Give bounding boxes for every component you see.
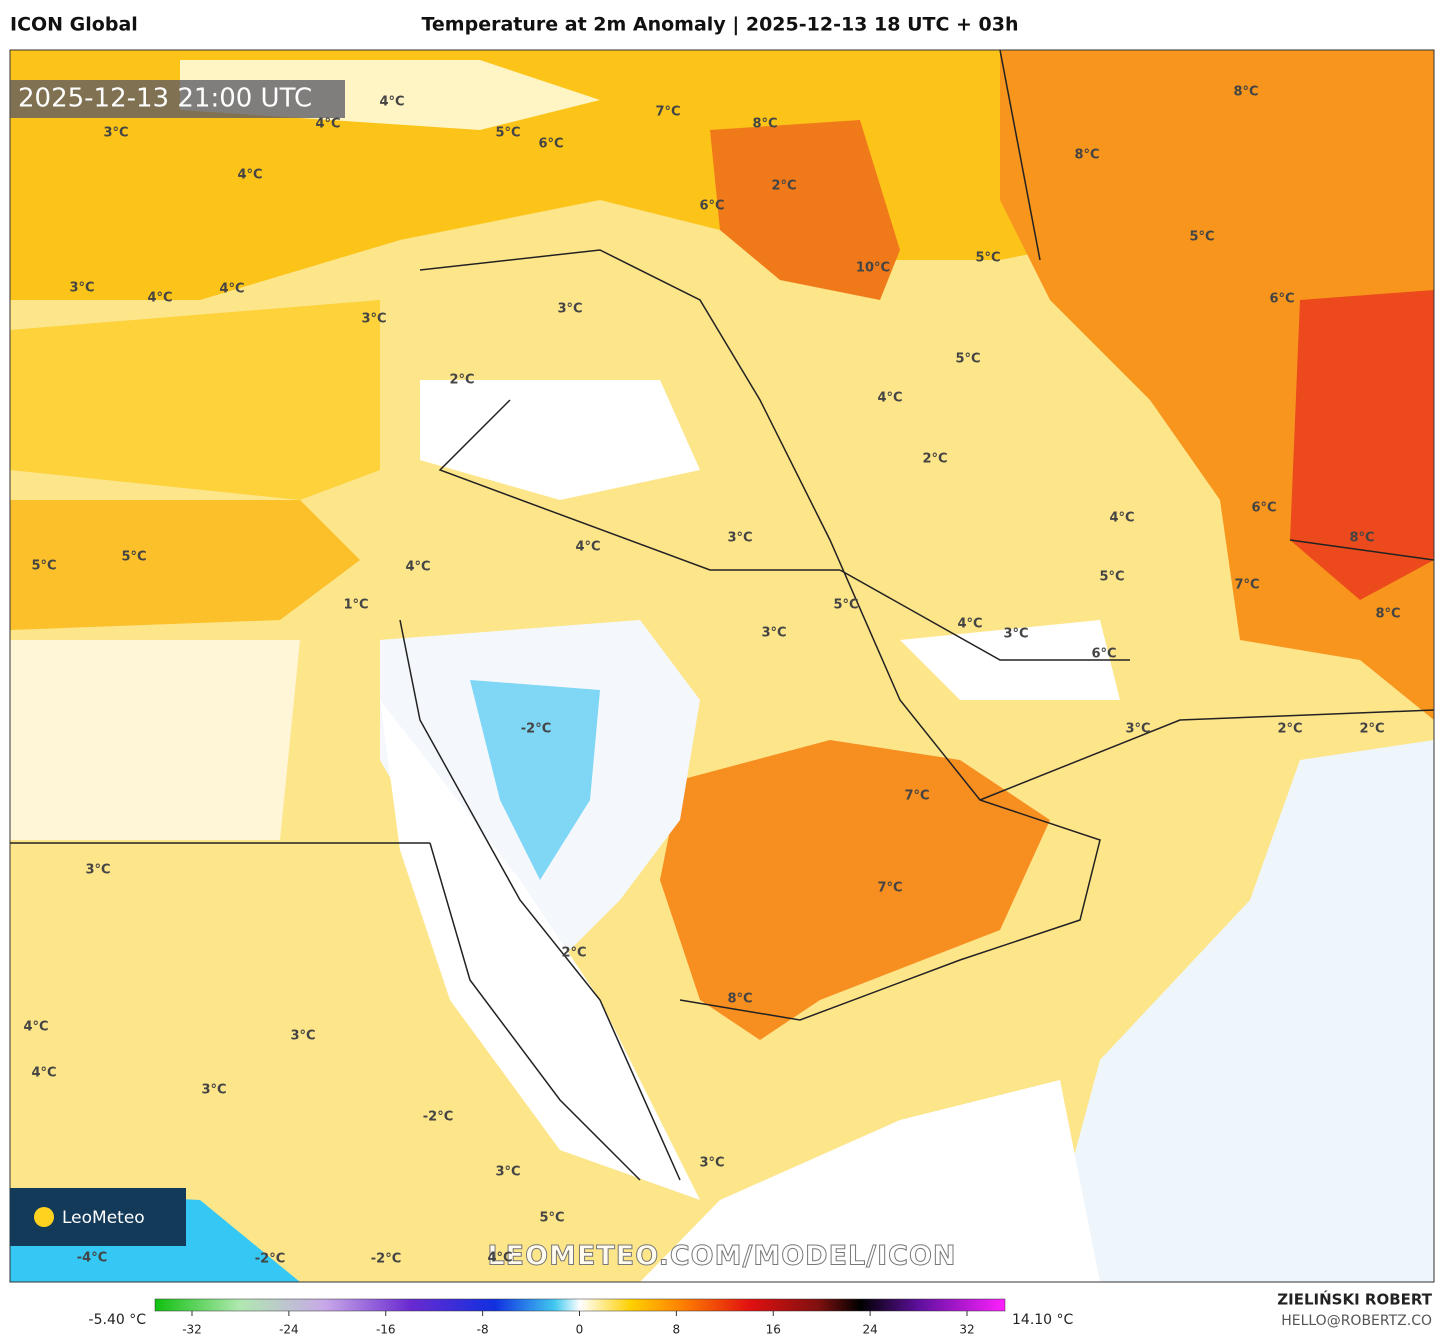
map-label: 2°C <box>561 946 586 961</box>
map-label: 5°C <box>495 126 520 141</box>
colorbar-tick-label: -16 <box>376 1323 396 1337</box>
anomaly-region <box>10 300 380 500</box>
map-label: 6°C <box>1091 647 1116 662</box>
map-label: 3°C <box>69 281 94 296</box>
timestamp-box <box>10 80 345 118</box>
map <box>10 50 1434 1282</box>
map-label: 5°C <box>833 598 858 613</box>
map-label: 5°C <box>1099 570 1124 585</box>
map-label: 8°C <box>1074 148 1099 163</box>
model-name: ICON Global <box>10 14 138 36</box>
watermark: LEOMETEO.COM/MODEL/ICON <box>487 1241 956 1272</box>
map-label: 4°C <box>877 391 902 406</box>
sea <box>640 1080 1100 1282</box>
map-label: 3°C <box>1125 722 1150 737</box>
colorbar-tick-label: 0 <box>576 1323 584 1337</box>
map-label: 7°C <box>655 105 680 120</box>
map-label: 4°C <box>379 95 404 110</box>
map-label: 4°C <box>315 117 340 132</box>
map-label: 8°C <box>727 992 752 1007</box>
map-label: 8°C <box>1349 531 1374 546</box>
anomaly-region <box>660 740 1050 1040</box>
map-label: 1°C <box>343 598 368 613</box>
map-label: 5°C <box>31 559 56 574</box>
map-label: -2°C <box>423 1110 453 1125</box>
colorbar-min: -5.40 °C <box>89 1312 147 1328</box>
borders <box>10 50 1434 1181</box>
map-label: 5°C <box>121 550 146 565</box>
map-label: 4°C <box>23 1020 48 1035</box>
map-label: 4°C <box>575 540 600 555</box>
map-label: 8°C <box>1233 85 1258 100</box>
email: HELLO@ROBERTZ.CO <box>1281 1313 1432 1329</box>
anomaly-region <box>420 380 700 500</box>
map-label: 6°C <box>699 199 724 214</box>
map-label: 10°C <box>856 261 890 276</box>
colorbar <box>154 1298 1006 1312</box>
map-label: 3°C <box>727 531 752 546</box>
map-label: 5°C <box>975 251 1000 266</box>
map-label: -2°C <box>521 722 551 737</box>
map-label: 7°C <box>1234 578 1259 593</box>
map-label: 3°C <box>699 1156 724 1171</box>
map-label: 4°C <box>219 282 244 297</box>
map-label: 4°C <box>957 617 982 632</box>
map-label: 3°C <box>290 1029 315 1044</box>
map-label: 5°C <box>539 1211 564 1226</box>
logo-text: LeoMeteo <box>62 1208 145 1228</box>
map-label: 7°C <box>904 789 929 804</box>
anomaly-region <box>10 640 300 840</box>
map-label: 4°C <box>1109 511 1134 526</box>
map-label: 3°C <box>1003 627 1028 642</box>
colorbar-tick-label: -32 <box>182 1323 202 1337</box>
anomaly-region <box>710 120 900 300</box>
anomaly-region <box>470 680 600 880</box>
map-label: 5°C <box>955 352 980 367</box>
map-label: 3°C <box>201 1083 226 1098</box>
colorbar-tick-label: -24 <box>279 1323 299 1337</box>
map-label: 4°C <box>405 560 430 575</box>
map-label: 3°C <box>103 126 128 141</box>
map-label: -4°C <box>77 1251 107 1266</box>
map-label: 2°C <box>1359 722 1384 737</box>
map-label: 8°C <box>1375 607 1400 622</box>
map-label: 4°C <box>147 291 172 306</box>
map-label: 6°C <box>1251 501 1276 516</box>
map-label: 2°C <box>771 179 796 194</box>
map-label: 6°C <box>1269 292 1294 307</box>
logo-sun <box>34 1207 54 1227</box>
map-frame <box>9 49 1435 1283</box>
author: ZIELIŃSKI ROBERT <box>1277 1290 1432 1309</box>
sea <box>380 700 700 1200</box>
map-label: 2°C <box>449 373 474 388</box>
colorbar-tick-label: 8 <box>673 1323 681 1337</box>
map-label: 2°C <box>922 452 947 467</box>
anomaly-region <box>10 500 360 630</box>
map-label: 5°C <box>1189 230 1214 245</box>
timestamp: 2025-12-13 21:00 UTC <box>18 84 312 114</box>
map-label: 4°C <box>487 1251 512 1266</box>
map-label: 4°C <box>31 1066 56 1081</box>
map-label: 4°C <box>237 168 262 183</box>
map-label: 3°C <box>85 863 110 878</box>
colorbar-max: 14.10 °C <box>1012 1312 1074 1328</box>
anomaly-region <box>1290 290 1434 600</box>
map-label: 8°C <box>752 117 777 132</box>
map-label: 3°C <box>495 1165 520 1180</box>
map-title: Temperature at 2m Anomaly | 2025-12-13 1… <box>421 14 1018 36</box>
map-label: 6°C <box>538 137 563 152</box>
colorbar-tick-label: 32 <box>959 1323 974 1337</box>
map-label: 3°C <box>361 312 386 327</box>
sea <box>1040 740 1434 1282</box>
map-label: 7°C <box>877 881 902 896</box>
map-label: -2°C <box>255 1252 285 1267</box>
colorbar-tick-label: 24 <box>862 1323 877 1337</box>
colorbar-tick-label: -8 <box>477 1323 489 1337</box>
colorbar-tick-label: 16 <box>766 1323 781 1337</box>
map-label: -2°C <box>371 1252 401 1267</box>
map-label: 3°C <box>557 302 582 317</box>
map-label: 3°C <box>761 626 786 641</box>
map-label: 2°C <box>1277 722 1302 737</box>
